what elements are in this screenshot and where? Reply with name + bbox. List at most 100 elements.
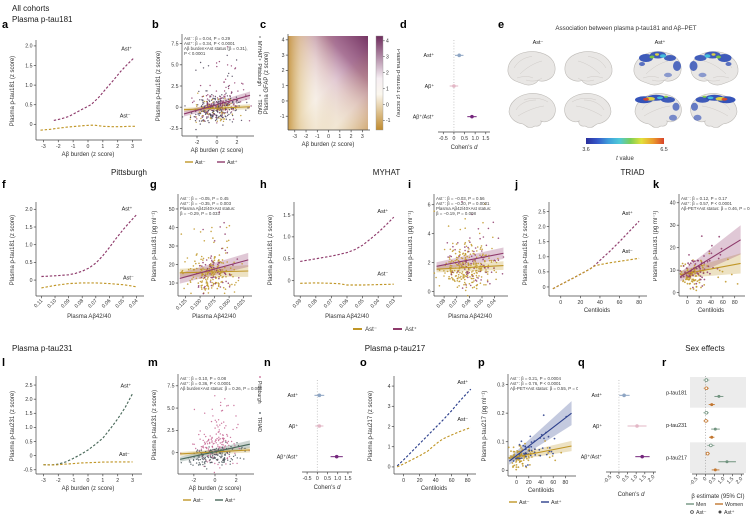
row2-legend: Ast⁻ Ast⁺ xyxy=(300,326,470,333)
svg-text:Ast⁺: Ast⁺ xyxy=(377,208,388,215)
svg-text:Ast⁺: β = 0.57, P < 0.0001: Ast⁺: β = 0.57, P < 0.0001 xyxy=(681,201,732,206)
panel-g: g 10 20 30 40 50 0.125 0.100 0.075 0.050 0.025 Plas… xyxy=(150,180,258,342)
svg-text:0.5: 0.5 xyxy=(25,103,32,109)
svg-text:0.07: 0.07 xyxy=(87,298,98,309)
svg-text:1.0: 1.0 xyxy=(630,474,639,483)
ci-band xyxy=(184,91,250,117)
section-title-pittsburgh: Pittsburgh xyxy=(110,168,148,177)
svg-text:Plasma Aβ42/40: Plasma Aβ42/40 xyxy=(67,314,111,320)
svg-text:Plasma p-tau181 (pg ml⁻¹): Plasma p-tau181 (pg ml⁻¹) xyxy=(408,211,414,282)
svg-text:-2: -2 xyxy=(304,134,309,140)
svg-text:80: 80 xyxy=(636,300,642,306)
svg-text:Plasma GFAP (z score): Plasma GFAP (z score) xyxy=(264,52,270,115)
svg-text:0: 0 xyxy=(30,453,33,459)
svg-text:0.075: 0.075 xyxy=(204,298,218,312)
group-band xyxy=(690,442,746,473)
svg-text:Cohen's d: Cohen's d xyxy=(314,485,341,491)
svg-text:1.0: 1.0 xyxy=(25,425,32,431)
panel-letter-k: k xyxy=(653,179,660,191)
svg-text:1: 1 xyxy=(101,478,104,484)
regression-line xyxy=(183,94,251,115)
panel-q: q Ast⁺ Aβ⁺ Aβ⁺/Ast⁺ -0.5 0 0.5 1.0 1.5 2.0 Cohen's… xyxy=(578,358,662,518)
panel-letter-g: g xyxy=(150,179,157,191)
panel-f: f 0 0.5 1.0 1.5 2.0 0.11 0.10 0.09 0.08 0.07 0.06 0.… xyxy=(2,180,150,342)
svg-text:Ast⁺: Ast⁺ xyxy=(724,510,735,516)
svg-text:0: 0 xyxy=(282,99,285,105)
svg-text:30: 30 xyxy=(169,244,175,250)
scatter-cloud xyxy=(191,78,252,124)
svg-text:Aβ⁺/Ast⁺: Aβ⁺/Ast⁺ xyxy=(413,114,435,120)
svg-text:60: 60 xyxy=(617,300,623,306)
svg-text:-1: -1 xyxy=(71,144,76,150)
svg-text:Ast⁺: Ast⁺ xyxy=(288,393,299,399)
svg-text:-3: -3 xyxy=(41,478,46,484)
svg-text:0: 0 xyxy=(402,478,405,484)
svg-text:Ast⁻: β = −0.05, P = 0.45: Ast⁻: β = −0.05, P = 0.45 xyxy=(180,196,229,201)
svg-text:-3: -3 xyxy=(41,144,46,150)
svg-text:0.5: 0.5 xyxy=(283,257,290,263)
svg-text:2.5: 2.5 xyxy=(25,383,32,389)
svg-text:Women: Women xyxy=(725,502,743,508)
svg-text:Ast⁺: Ast⁺ xyxy=(122,205,133,212)
svg-text:0.07: 0.07 xyxy=(323,298,334,309)
section-title-myhat: MYHAT xyxy=(372,168,401,177)
svg-text:0.04: 0.04 xyxy=(370,298,381,309)
svg-text:-2.5: -2.5 xyxy=(170,126,179,132)
svg-text:2: 2 xyxy=(116,478,119,484)
svg-text:0: 0 xyxy=(686,300,689,306)
svg-text:1.0: 1.0 xyxy=(538,255,545,261)
svg-text:40: 40 xyxy=(433,478,439,484)
estimate-dot xyxy=(317,393,322,398)
panel-letter-f: f xyxy=(2,179,6,191)
svg-text:2: 2 xyxy=(350,134,353,140)
panel-a-chart: 0 0.5 1.0 1.5 2.0 -3 -2 -1 0 1 2 3 Plasma p-tau181 (… xyxy=(10,40,142,158)
ci-band xyxy=(180,440,250,462)
svg-text:-0.5: -0.5 xyxy=(439,136,448,142)
svg-text:0.05: 0.05 xyxy=(474,298,485,309)
svg-text:Aβ burden (z score): Aβ burden (z score) xyxy=(62,486,115,492)
svg-text:Aβ burden (z score): Aβ burden (z score) xyxy=(62,152,115,158)
svg-text:0.08: 0.08 xyxy=(436,298,447,309)
svg-text:Ast⁻: β = 0.12, P = 0.17: Ast⁻: β = 0.12, P = 0.17 xyxy=(681,196,728,201)
svg-text:-1: -1 xyxy=(71,478,76,484)
svg-text:-0.5: -0.5 xyxy=(303,476,312,482)
legend-item: Ast⁺ xyxy=(393,326,417,333)
svg-text:0: 0 xyxy=(87,144,90,150)
svg-text:1: 1 xyxy=(338,134,341,140)
panel-k: k 0 10 20 30 40 0 20 40 60 80 Plasma p-tau181 (pg m… xyxy=(653,180,750,342)
panel-g-chart: 10 20 30 40 50 0.125 0.100 0.075 0.050 0.025 Plasm… xyxy=(152,194,252,320)
svg-text:10: 10 xyxy=(670,268,676,274)
svg-text:0.050: 0.050 xyxy=(219,298,233,312)
svg-text:2.0: 2.0 xyxy=(538,224,545,230)
svg-text:0.06: 0.06 xyxy=(339,298,350,309)
svg-text:Aβ⁺: Aβ⁺ xyxy=(425,84,435,90)
svg-text:3: 3 xyxy=(388,404,391,410)
panel-letter-c: c xyxy=(260,19,267,31)
svg-text:1: 1 xyxy=(388,445,391,451)
panel-letter-j: j xyxy=(515,179,519,191)
svg-text:0.09: 0.09 xyxy=(60,298,71,309)
panel-o: o 0 1 2 3 4 0 20 40 60 80 Plasma p-tau217 (z score)… xyxy=(360,358,478,518)
svg-text:1.5: 1.5 xyxy=(283,213,290,219)
svg-text:0: 0 xyxy=(216,140,219,146)
panel-p-chart: 0 0.1 0.2 0.3 0 20 40 60 80 Plasma p-tau217 (pg m… xyxy=(482,374,578,506)
svg-text:0: 0 xyxy=(327,134,330,140)
svg-text:Plasma Aβ42/40×Ast status:: Plasma Aβ42/40×Ast status: xyxy=(180,206,235,211)
estimate-dot xyxy=(622,393,626,398)
panel-n: n Ast⁺ Aβ⁺ Aβ⁺/Ast⁺ -0.5 0 0.5 1.0 1.5 Cohen's d xyxy=(264,358,360,518)
svg-text:Ast⁻: β = 0.21, P = 0.0004: Ast⁻: β = 0.21, P = 0.0004 xyxy=(510,376,561,381)
svg-text:1: 1 xyxy=(386,86,389,92)
series-Ast⁻ xyxy=(396,426,471,468)
svg-text:Plasma p-tau181 (z score): Plasma p-tau181 (z score) xyxy=(395,49,400,117)
svg-text:30: 30 xyxy=(670,223,676,229)
panel-c: c -1 0 1 2 3 4 -3 -2 -1 0 1 2 3 Plasma GFAP (z score) A… xyxy=(260,20,400,172)
panel-letter-l: l xyxy=(2,357,6,369)
svg-text:-0.5: -0.5 xyxy=(24,468,33,474)
svg-text:0.05: 0.05 xyxy=(354,298,365,309)
panel-a: a 0 0.5 1.0 1.5 2.0 -3 -2 -1 0 1 2 3 Plasma p-tau181 … xyxy=(2,20,152,172)
svg-text:1.0: 1.0 xyxy=(472,136,479,142)
svg-text:Ast⁺: Ast⁺ xyxy=(424,53,435,59)
svg-text:Plasma p-tau181 (pg ml⁻¹): Plasma p-tau181 (pg ml⁻¹) xyxy=(653,211,659,282)
